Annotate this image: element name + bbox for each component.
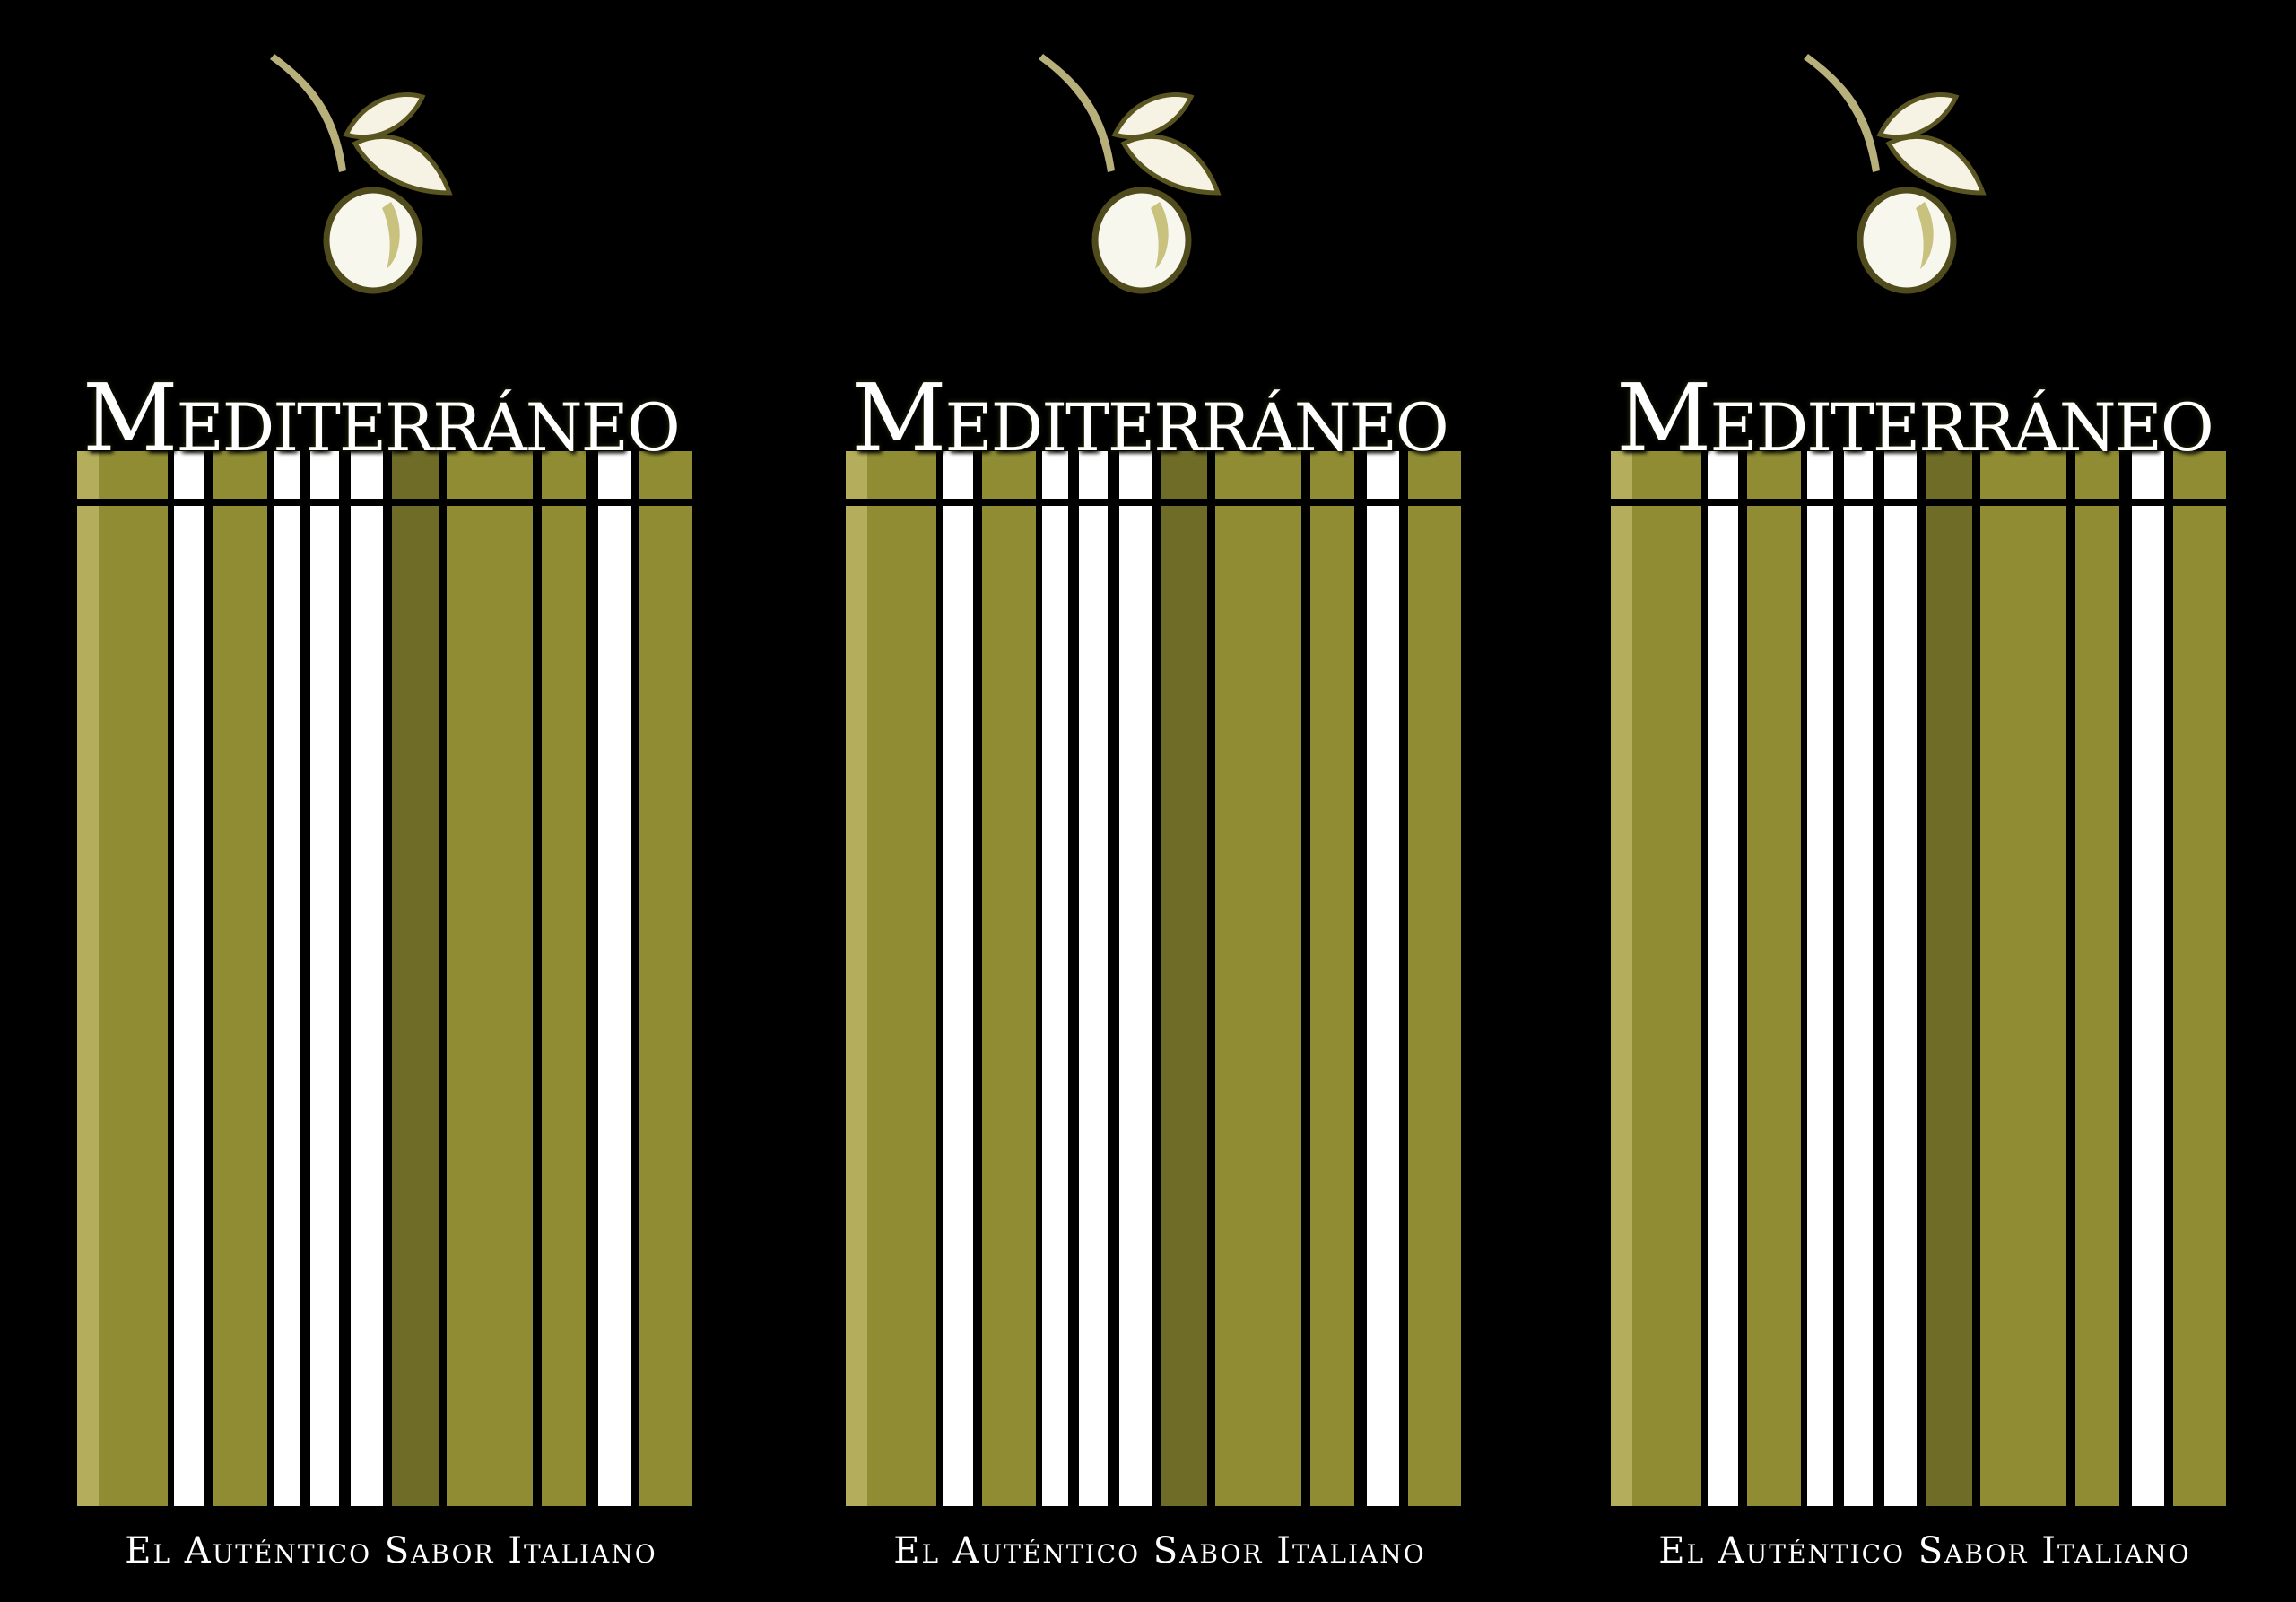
stripe: [351, 451, 383, 1506]
stripe-highlight: [846, 451, 867, 1506]
stripe: [1161, 451, 1207, 1506]
brand-tagline: El Auténtico Sabor Italiano: [1658, 1530, 2191, 1572]
stripe: [1884, 451, 1917, 1506]
stripe: [213, 451, 267, 1506]
divider-line: [846, 499, 1461, 506]
divider-line: [77, 499, 692, 506]
stripe: [1708, 451, 1738, 1506]
label-panel-2: Mediterráneo El Auténtico Sabor Italiano: [846, 0, 1461, 1602]
stripe: [2132, 451, 2164, 1506]
label-panel-3: Mediterráneo El Auténtico Sabor Italiano: [1611, 0, 2226, 1602]
stripe: [1119, 451, 1152, 1506]
stripe: [982, 451, 1036, 1506]
stripe: [174, 451, 204, 1506]
olive-branch-icon: [1039, 54, 1222, 294]
stripe: [598, 451, 631, 1506]
brand-tagline: El Auténtico Sabor Italiano: [125, 1530, 657, 1572]
stripe-artwork: [77, 54, 692, 1506]
stripe: [2075, 451, 2119, 1506]
stripe: [1408, 451, 1461, 1506]
stripe: [1747, 451, 1801, 1506]
olive-branch-icon: [270, 54, 453, 294]
label-panel-1: Mediterráneo El Auténtico Sabor Italiano: [77, 0, 692, 1602]
stripe: [392, 451, 439, 1506]
stripe: [542, 451, 586, 1506]
stripe: [1926, 451, 1972, 1506]
brand-title: Mediterráneo: [851, 363, 1449, 473]
olive-branch-icon: [1804, 54, 1987, 294]
stripe: [639, 451, 692, 1506]
stripe: [943, 451, 973, 1506]
stripe-highlight: [77, 451, 99, 1506]
stripe: [2173, 451, 2226, 1506]
stripe: [274, 451, 300, 1506]
stripe-artwork: [846, 54, 1461, 1506]
stripe: [1807, 451, 1833, 1506]
stripe: [1367, 451, 1399, 1506]
divider-line: [1611, 499, 2226, 506]
stripe: [1215, 451, 1301, 1506]
stripe: [1079, 451, 1108, 1506]
stripe: [310, 451, 339, 1506]
stripe: [447, 451, 533, 1506]
stripe: [1310, 451, 1354, 1506]
stripe: [1844, 451, 1873, 1506]
stripe: [1980, 451, 2066, 1506]
stripe-highlight: [1611, 451, 1632, 1506]
brand-title: Mediterráneo: [1616, 363, 2214, 473]
brand-tagline: El Auténtico Sabor Italiano: [893, 1530, 1426, 1572]
brand-title: Mediterráneo: [83, 363, 681, 473]
stripe-artwork: [1611, 54, 2226, 1506]
stripe: [1042, 451, 1068, 1506]
